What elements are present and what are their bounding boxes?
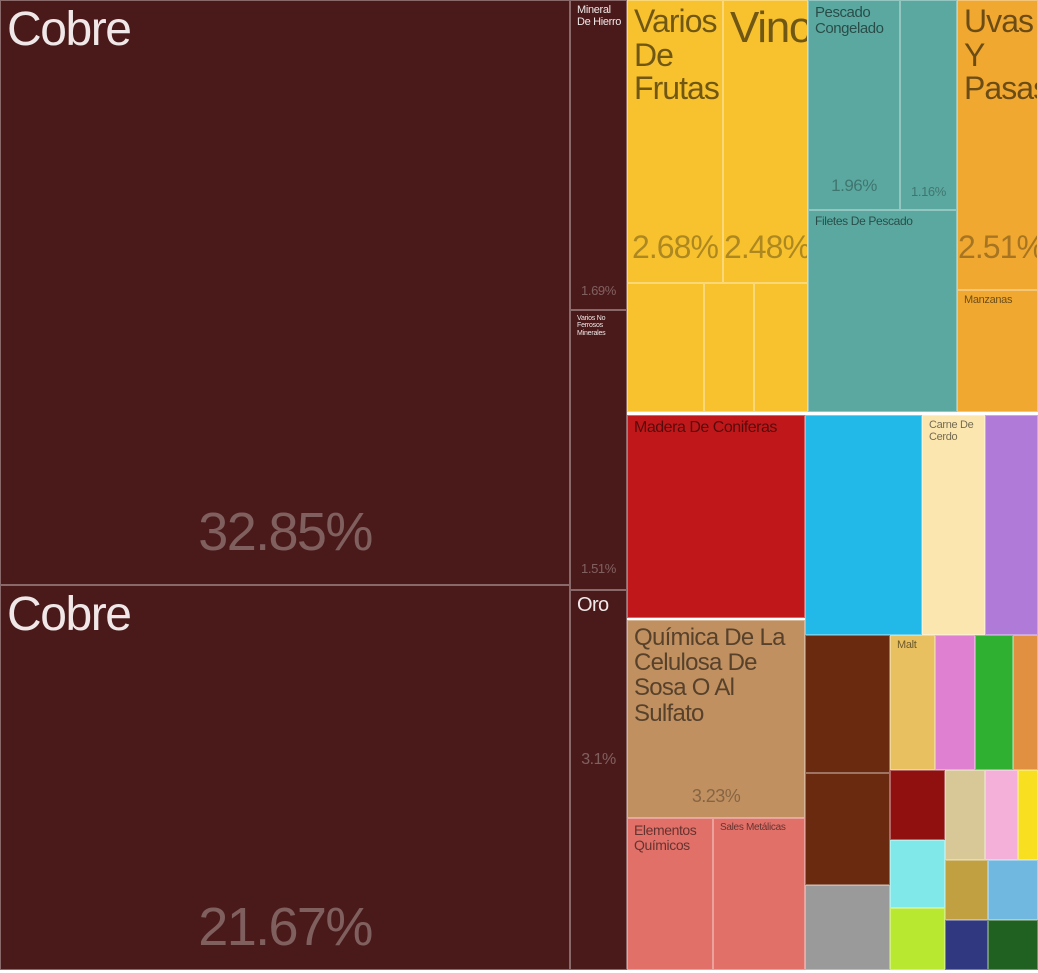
tile	[805, 773, 890, 885]
tile-value: 3.23%	[691, 786, 741, 806]
tile: Filetes De Pescado	[808, 210, 957, 412]
tile: Madera De Coniferas	[627, 415, 805, 618]
tile: Uvas Y Pasas 2.51%	[957, 0, 1038, 290]
tile: Química De La Celulosa De Sosa O Al Sulf…	[627, 620, 805, 818]
tile	[945, 920, 988, 970]
tile-name: Química De La Celulosa De Sosa O Al Sulf…	[634, 624, 785, 727]
tile	[988, 920, 1038, 970]
tile-name: Pescado Congelado	[815, 4, 884, 37]
tile-value: 1.16%	[911, 184, 946, 199]
tile: Vino 2.48%	[723, 0, 808, 283]
tile-name: Varios No Ferrosos Minerales	[577, 315, 606, 337]
tile-name: Madera De Coniferas	[634, 419, 777, 436]
tile-value: 2.68%	[632, 229, 719, 265]
tile: Cobre 32.85%	[0, 0, 570, 585]
tile-name: Cobre	[7, 588, 132, 641]
tile-name: Uvas Y Pasas	[964, 3, 1037, 107]
tile-value: 1.69%	[581, 283, 616, 298]
tile-name: Manzanas	[964, 294, 1013, 306]
tile: Oro 3.1%	[570, 590, 627, 970]
tile	[627, 283, 704, 412]
tile-value: 1.51%	[581, 561, 616, 576]
tile-name: Varios De Frutas	[634, 3, 720, 107]
tile-name: Cobre	[7, 3, 132, 56]
tile-value: 32.85%	[198, 502, 373, 562]
tile-name: Sales Metálicas	[720, 822, 786, 833]
tile	[890, 770, 945, 840]
tile	[1013, 635, 1038, 770]
tile	[985, 770, 1018, 860]
tile: Elementos Químicos	[627, 818, 713, 970]
tile-name: Malt	[897, 639, 917, 651]
tile-value: 3.1%	[581, 751, 616, 768]
tile	[754, 283, 808, 412]
tile	[935, 635, 975, 770]
tile-value: 21.67%	[198, 897, 373, 957]
tile	[890, 908, 945, 970]
tile	[805, 415, 922, 635]
tile	[1018, 770, 1038, 860]
tile	[805, 635, 890, 773]
tile	[985, 415, 1038, 635]
tile-name: Vino	[730, 3, 808, 52]
tile	[890, 840, 945, 908]
tile: Pescado Congelado 1.96%	[808, 0, 900, 210]
tile	[975, 635, 1013, 770]
tile: 1.16%	[900, 0, 957, 210]
tile	[945, 770, 985, 860]
tile: Varios De Frutas 2.68%	[627, 0, 723, 283]
tile-name: Filetes De Pescado	[815, 214, 913, 228]
tile	[704, 283, 754, 412]
tile-name: Carne De Cerdo	[929, 419, 974, 443]
tile-name: Oro	[577, 594, 609, 616]
tile: Varios No Ferrosos Minerales 1.51%	[570, 310, 627, 590]
tile: Manzanas	[957, 290, 1038, 412]
tile: Mineral De Hierro 1.69%	[570, 0, 627, 310]
tile: Malt	[890, 635, 935, 770]
tile-value: 1.96%	[831, 176, 877, 195]
tile-value: 2.48%	[724, 229, 808, 265]
tile-name: Elementos Químicos	[634, 822, 697, 853]
tile	[805, 885, 890, 970]
tile: Carne De Cerdo	[922, 415, 985, 635]
tile	[945, 860, 988, 920]
tile: Sales Metálicas	[713, 818, 805, 970]
tile-value: 2.51%	[958, 229, 1038, 265]
tile: Cobre 21.67%	[0, 585, 570, 970]
tile-name: Mineral De Hierro	[577, 4, 622, 28]
tile	[988, 860, 1038, 920]
